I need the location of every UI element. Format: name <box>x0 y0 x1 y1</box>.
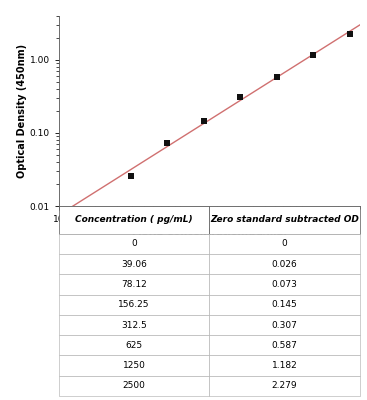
Point <box>164 140 170 146</box>
Point <box>274 74 280 80</box>
Y-axis label: Optical Density (450nm): Optical Density (450nm) <box>17 44 27 178</box>
Point <box>347 31 353 37</box>
X-axis label: MSR1 Concentration(pg/mL): MSR1 Concentration(pg/mL) <box>131 227 287 237</box>
Point <box>310 52 316 58</box>
Point <box>201 118 207 124</box>
Point <box>237 94 243 101</box>
Point <box>128 172 134 179</box>
